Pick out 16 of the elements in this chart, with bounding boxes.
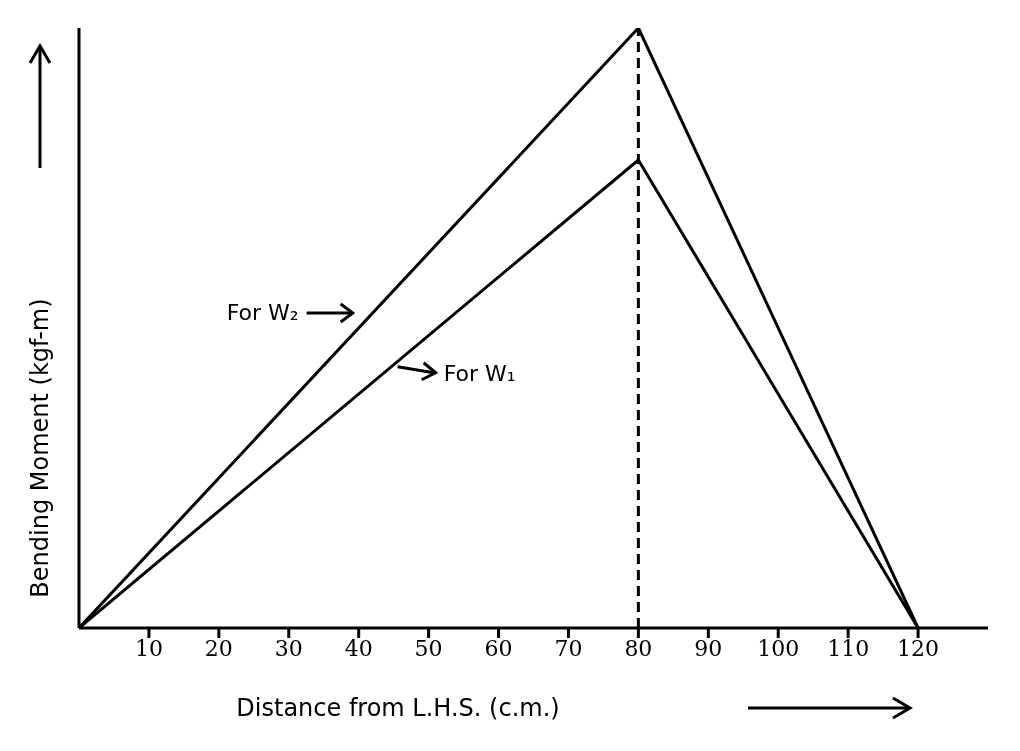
x-tick-label: 80	[624, 635, 653, 661]
x-tick-label: 90	[694, 635, 723, 661]
x-tick-label: 40	[344, 635, 373, 661]
legend-label: For W₁	[443, 360, 516, 386]
x-tick-label: 10	[134, 635, 163, 661]
x-tick-label: 20	[204, 635, 233, 661]
x-tick-label: 120	[897, 635, 940, 661]
x-tick-label: 60	[484, 635, 513, 661]
x-axis-title: Distance from L.H.S. (c.m.)	[236, 694, 560, 722]
text: For W₂	[226, 300, 299, 325]
x-tick-label: 110	[827, 635, 870, 661]
x-tick-label: 50	[414, 635, 443, 661]
x-tick-label: 100	[757, 635, 800, 661]
y-axis-title: Bending Moment (kgf-m)	[26, 298, 54, 598]
x-tick-label: 30	[274, 635, 303, 661]
x-tick-label: 70	[554, 635, 583, 661]
